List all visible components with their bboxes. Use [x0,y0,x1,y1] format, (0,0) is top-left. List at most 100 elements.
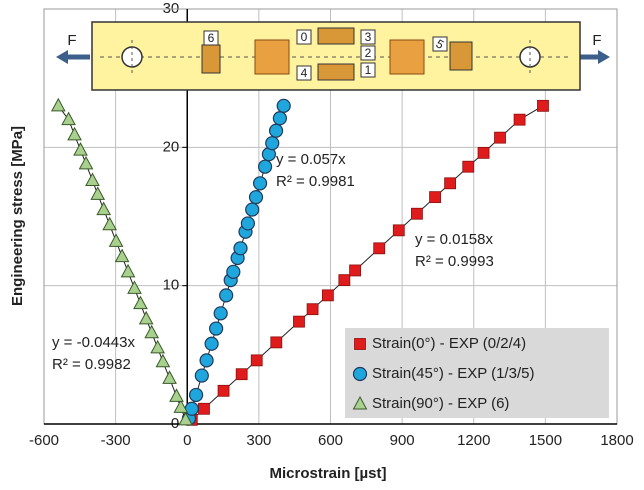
data-point [513,113,526,126]
data-point [133,295,148,310]
x-tick-label: 300 [246,432,271,449]
data-point [276,98,291,113]
trend-equation: R² = 0.9981 [276,173,355,190]
gauge-label-box [360,29,376,45]
data-point [162,370,177,384]
x-tick-label: -300 [101,432,131,449]
data-point [373,242,386,255]
gauge [317,27,355,45]
gauge-label: 0 [301,30,308,44]
data-point [429,191,441,204]
data-point [494,131,506,144]
data-point [338,274,351,287]
data-point [50,97,66,112]
x-tick-label: 600 [318,432,343,449]
data-point [178,411,193,426]
data-point [114,248,130,263]
y-tick-label: 20 [163,138,180,155]
data-point [411,207,423,220]
data-point [169,388,184,402]
data-point [250,354,263,367]
trend-equation: R² = 0.9982 [52,356,131,373]
gauge [201,44,221,74]
x-tick-label: 1800 [600,432,633,449]
x-tick-label: 1500 [529,432,562,449]
x-tick-label: -600 [29,432,59,449]
data-point [102,216,117,231]
data-point [61,111,76,126]
data-point [257,159,273,174]
trend-equation: y = -0.0443x [52,334,135,351]
force-label: F [592,32,601,49]
data-point [235,368,248,381]
x-tick-label: 1200 [457,432,490,449]
gauge-label: 4 [301,66,308,80]
data-point [155,353,171,368]
legend-marker [354,338,366,350]
data-point [213,306,228,321]
data-point [270,336,283,349]
data-point [188,387,204,403]
data-point [477,146,490,159]
gauge-label: 2 [365,46,372,60]
data-point [194,368,209,383]
rosette [389,39,425,75]
data-point [108,233,124,247]
data-point [138,310,154,325]
data-point [209,321,224,336]
gauge-label-box [203,30,219,46]
gauge-label-box [360,45,376,61]
rosette [254,39,290,75]
data-point [392,224,405,237]
data-point [268,123,284,138]
data-point [67,126,82,141]
data-point [173,399,189,413]
data-point [90,186,106,200]
data-point [120,263,136,278]
legend-label: Strain(45°) - EXP (1/3/5) [372,365,534,382]
data-point [226,264,241,279]
data-point [150,339,165,354]
data-point [537,99,549,112]
trend-equation: y = 0.057x [276,151,346,168]
legend-label: Strain(0°) - EXP (0/2/4) [372,335,526,352]
data-point [306,303,319,316]
gauge-label: 6 [208,31,215,45]
legend-label: Strain(90°) - EXP (6) [372,395,509,412]
data-point [252,176,268,191]
y-axis-label: Engineering stress [MPa] [9,126,26,306]
trend-equation: R² = 0.9993 [415,253,494,270]
data-point [204,336,219,351]
data-point [73,142,88,156]
data-point [265,136,280,151]
gauge-label-box [360,62,376,78]
data-point [444,177,457,190]
legend-box [345,328,609,418]
gauge [317,63,355,81]
force-arrow-head [598,50,610,64]
legend-marker [352,395,368,410]
data-point [233,241,248,256]
data-point [199,353,214,368]
x-tick-label: 0 [183,432,191,449]
data-point [272,111,287,126]
gauge-label-box [432,36,448,52]
data-point [85,172,100,187]
data-point [248,190,264,205]
y-tick-label: 30 [163,0,180,17]
legend-marker [352,366,368,382]
data-point [462,160,475,173]
force-arrow-head [56,50,68,64]
data-point [217,384,230,397]
gauge-label-box [296,65,312,81]
gauge-label-box [296,29,312,45]
gauge-label: 1 [365,63,372,77]
force-label: F [67,32,76,49]
data-point [349,264,361,277]
data-point [184,401,199,416]
y-tick-label: 10 [163,277,180,294]
x-axis-label: Microstrain [µst] [270,465,387,482]
data-point [198,402,210,415]
gauge-label: 3 [365,30,372,44]
